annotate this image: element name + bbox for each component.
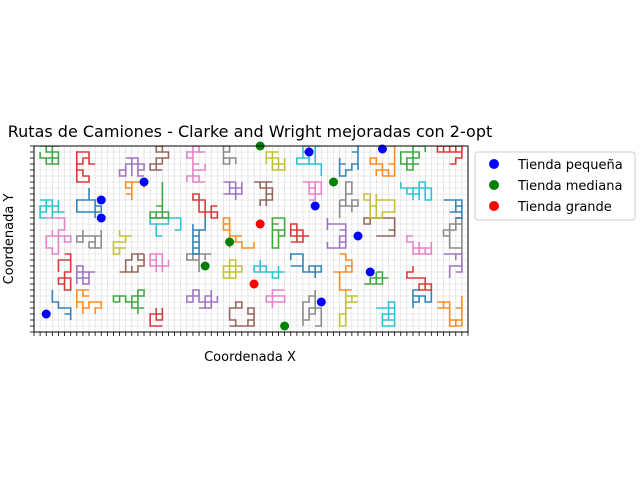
store-point-tienda-peque-a <box>96 213 106 223</box>
store-point-tienda-peque-a <box>41 309 51 319</box>
route-line <box>149 253 170 272</box>
route-line <box>112 230 132 255</box>
route-line <box>333 253 353 291</box>
route-line <box>265 151 286 171</box>
route-line <box>338 146 359 177</box>
x-axis-label: Coordenada X <box>204 350 296 365</box>
route-line <box>45 217 72 255</box>
store-point-tienda-mediana <box>225 237 235 247</box>
legend: Tienda pequeña Tienda mediana Tienda gra… <box>474 151 636 221</box>
legend-marker-small <box>489 159 499 169</box>
route-line <box>376 301 396 327</box>
route-line <box>265 289 286 308</box>
store-point-tienda-peque-a <box>316 297 326 307</box>
route-line <box>296 146 323 176</box>
route-line <box>192 218 206 255</box>
store-point-tienda-peque-a <box>377 144 387 154</box>
route-line <box>338 181 359 218</box>
chart-title: Rutas de Camiones - Clarke and Wright me… <box>8 122 493 141</box>
route-line <box>222 259 243 279</box>
route-line <box>186 146 206 183</box>
route-line <box>222 217 255 249</box>
store-point-tienda-peque-a <box>304 147 314 157</box>
legend-label-large: Tienda grande <box>517 200 612 215</box>
route-line <box>363 217 396 237</box>
route-line <box>149 146 170 171</box>
route-line <box>186 289 219 309</box>
plot-area <box>30 141 469 336</box>
route-line <box>412 289 433 308</box>
legend-label-medium: Tienda mediana <box>517 179 622 194</box>
store-point-tienda-mediana <box>329 177 339 187</box>
route-line <box>271 217 286 249</box>
route-line <box>39 146 60 165</box>
route-line <box>149 182 170 219</box>
store-point-tienda-peque-a <box>310 201 320 211</box>
store-point-tienda-peque-a <box>96 195 106 205</box>
axis-ticks <box>30 145 469 336</box>
store-point-tienda-peque-a <box>365 267 375 277</box>
store-point-tienda-mediana <box>280 321 290 331</box>
route-line <box>406 235 433 255</box>
route-line <box>149 308 164 327</box>
route-line <box>119 253 145 273</box>
route-line <box>437 296 463 327</box>
route-line <box>223 181 243 200</box>
store-point-tienda-peque-a <box>353 231 363 241</box>
route-line <box>222 146 237 165</box>
route-line <box>443 253 463 278</box>
route-line <box>228 301 255 327</box>
route-line <box>289 253 323 278</box>
route-line <box>302 181 323 201</box>
store-point-tienda-grande <box>255 219 265 229</box>
route-line <box>57 253 72 291</box>
legend-label-small: Tienda pequeña <box>517 158 623 173</box>
route-line <box>436 146 463 165</box>
y-axis-label: Coordenada Y <box>2 194 17 285</box>
route-line <box>75 265 96 285</box>
store-point-tienda-peque-a <box>139 177 149 187</box>
route-line <box>364 271 389 285</box>
plot-frame <box>33 145 469 333</box>
route-line <box>338 290 358 327</box>
route-line <box>51 290 72 320</box>
route-line <box>369 146 396 177</box>
legend-marker-medium <box>489 180 499 190</box>
store-point-tienda-grande <box>249 279 259 289</box>
route-line <box>289 223 310 243</box>
route-line <box>124 181 145 200</box>
truck-routes <box>39 146 463 327</box>
route-line <box>443 199 463 219</box>
route-line <box>112 289 145 314</box>
store-point-tienda-mediana <box>200 261 210 271</box>
route-line <box>253 260 285 279</box>
route-line <box>399 181 433 201</box>
store-points <box>41 141 387 331</box>
legend-marker-large <box>489 201 499 211</box>
route-line <box>75 151 96 183</box>
route-line <box>326 218 347 249</box>
route-line <box>75 230 103 249</box>
route-line <box>399 146 427 171</box>
route-line <box>302 290 323 327</box>
route-line <box>406 266 433 291</box>
route-line <box>254 181 274 206</box>
route-line <box>118 157 145 177</box>
legend-frame <box>474 151 636 221</box>
route-line <box>75 188 103 218</box>
route-line <box>363 193 396 219</box>
route-line <box>75 289 103 314</box>
route-line <box>192 193 219 219</box>
route-line <box>39 199 65 219</box>
